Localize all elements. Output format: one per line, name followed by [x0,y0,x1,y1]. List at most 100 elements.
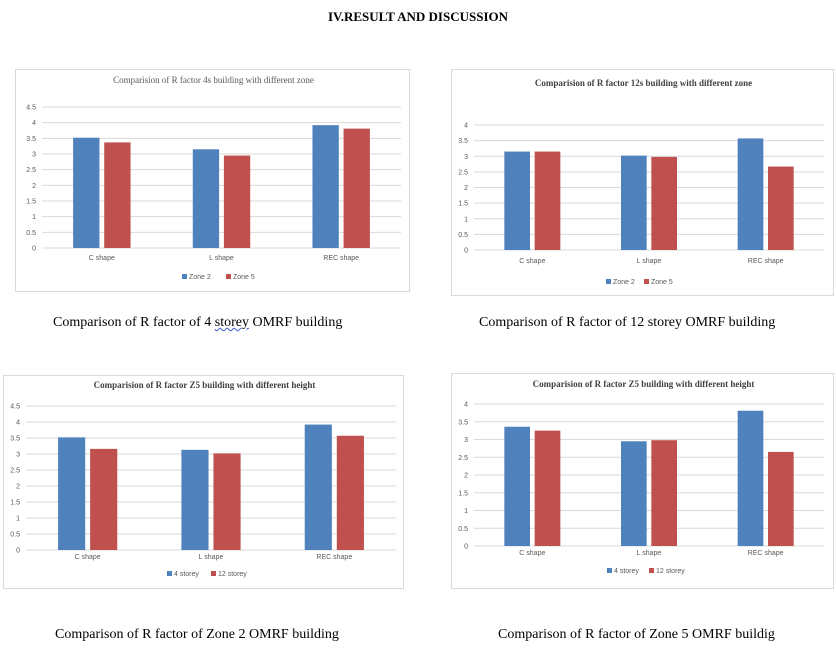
legend-swatch [606,279,611,284]
chart-title: Comparision of R factor Z5 building with… [533,379,755,389]
x-tick-label: REC shape [323,255,359,262]
caption-12-storey: Comparison of R factor of 12 storey OMRF… [479,315,775,331]
y-tick-label: 0.5 [10,532,20,539]
y-tick-label: 4 [464,123,468,130]
legend-label: 4 storey [614,568,639,575]
y-tick-label: 4.5 [10,404,20,411]
legend-swatch [644,279,649,284]
y-tick-label: 1.5 [10,500,20,507]
chart-title: Comparision of R factor Z5 building with… [94,380,316,390]
y-tick-label: 4 [16,420,20,427]
y-tick-label: 0.5 [458,232,468,239]
legend-swatch [649,568,654,573]
y-tick-label: 3 [16,452,20,459]
legend-swatch [167,571,172,576]
y-tick-label: 3 [464,437,468,444]
chart-4-storey-zones: Comparision of R factor 4s building with… [15,69,410,292]
x-tick-label: L shape [637,258,662,265]
y-tick-label: 0 [464,544,468,551]
legend-label: Zone 5 [651,279,673,286]
y-tick-label: 2.5 [10,468,20,475]
bar-series1 [737,410,764,546]
y-tick-label: 0.5 [458,526,468,533]
chart-z5-height-right: Comparision of R factor Z5 building with… [451,373,834,589]
bar-series1 [181,449,209,550]
caption-zone-2-text: Comparison of R factor of Zone 2 OMRF bu… [55,627,339,642]
chart-svg: Comparision of R factor Z5 building with… [10,380,396,578]
y-tick-label: 1.5 [458,490,468,497]
y-tick-label: 2 [16,484,20,491]
x-tick-label: C shape [519,258,545,265]
caption-zone-5-text: Comparison of R factor of Zone 5 OMRF bu… [498,627,775,642]
bar-series1 [621,441,647,546]
x-tick-label: C shape [75,554,101,561]
caption-4-storey-flagged-word: storey [214,315,249,330]
y-tick-label: 3 [464,154,468,161]
y-tick-label: 3.5 [458,138,468,145]
y-tick-label: 1 [16,516,20,523]
bar-series1 [312,125,339,248]
x-tick-label: C shape [519,550,545,557]
legend-label: Zone 2 [613,279,635,286]
legend-swatch [182,274,187,279]
bar-series1 [58,437,86,550]
legend-label: Zone 2 [189,274,211,281]
y-tick-label: 3 [32,152,36,159]
bar-series2 [90,448,118,550]
chart-svg: Comparision of R factor Z5 building with… [458,379,824,575]
y-tick-label: 3.5 [458,419,468,426]
bar-series2 [651,156,677,250]
legend-swatch [607,568,612,573]
y-tick-label: 0.5 [26,230,36,237]
bar-series2 [651,440,677,546]
caption-zone-5: Comparison of R factor of Zone 5 OMRF bu… [498,627,775,643]
page-heading: IV.RESULT AND DISCUSSION [327,9,509,24]
chart-12-storey-zones: Comparision of R factor 12s building wit… [451,69,834,296]
y-tick-label: 2 [32,183,36,190]
legend-label: Zone 5 [233,274,255,281]
caption-12-storey-text: Comparison of R factor of 12 storey OMRF… [479,315,776,330]
bar-series2 [104,142,131,248]
y-tick-label: 0 [464,248,468,255]
caption-zone-2: Comparison of R factor of Zone 2 OMRF bu… [55,627,339,643]
bar-series2 [213,453,241,550]
y-tick-label: 4 [464,402,468,409]
bar-series1 [737,138,764,250]
bar-series2 [768,166,794,250]
bar-series2 [223,155,251,248]
chart-svg: Comparision of R factor 12s building wit… [458,78,824,286]
y-tick-label: 4 [32,120,36,127]
bar-series1 [73,137,100,248]
y-tick-label: 1 [32,214,36,221]
y-tick-label: 3.5 [10,436,20,443]
bar-series2 [534,430,561,546]
bar-series2 [768,451,794,546]
chart-svg: Comparision of R factor 4s building with… [26,75,401,281]
legend-swatch [211,571,216,576]
x-tick-label: REC shape [748,258,784,265]
caption-4-storey: Comparison of R factor of 4 storey OMRF … [53,315,342,331]
bar-series1 [621,155,647,250]
bar-series2 [534,151,561,250]
y-tick-label: 2.5 [458,169,468,176]
y-tick-label: 0 [32,246,36,253]
legend-label: 12 storey [656,568,685,575]
bar-series1 [304,424,332,550]
y-tick-label: 1 [464,508,468,515]
y-tick-label: 2.5 [458,455,468,462]
chart-title: Comparision of R factor 4s building with… [113,75,314,85]
y-tick-label: 1.5 [26,199,36,206]
y-tick-label: 4.5 [26,105,36,112]
y-tick-label: 1.5 [458,201,468,208]
bar-series2 [343,128,370,248]
legend-swatch [226,274,231,279]
bar-series1 [504,426,530,546]
x-tick-label: C shape [89,255,115,262]
bar-series2 [336,435,364,550]
y-tick-label: 3.5 [26,136,36,143]
chart-title: Comparision of R factor 12s building wit… [535,78,752,88]
x-tick-label: L shape [199,554,224,561]
y-tick-label: 0 [16,548,20,555]
y-tick-label: 1 [464,216,468,223]
x-tick-label: REC shape [316,554,352,561]
